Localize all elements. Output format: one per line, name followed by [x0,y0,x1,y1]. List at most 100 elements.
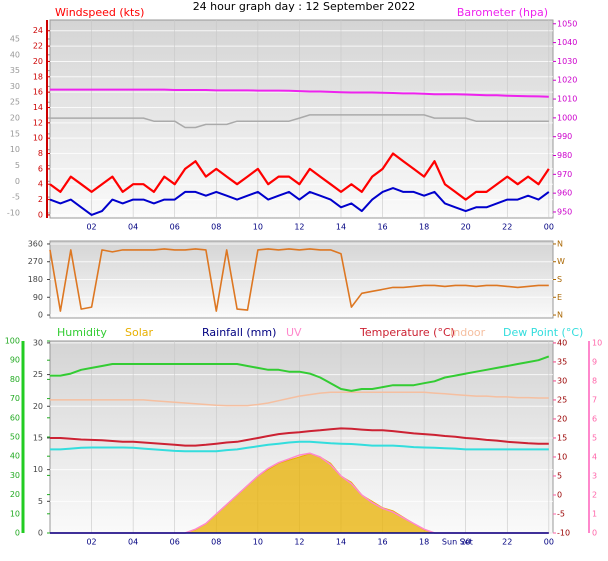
y-tick-label: 20 [33,57,43,66]
y-tick-label: 0 [38,529,43,538]
y3-tick-label: 50 [10,433,20,442]
legend-entry: Temperature (°C) [359,326,455,339]
y2-tick-label: 950 [557,207,572,216]
legend-entry: UV [286,326,302,339]
x-tick-label: 14 [336,538,346,547]
y3-tick-label: 5 [15,161,20,170]
x-tick-label: 12 [294,538,304,547]
y3-tick-label: 0 [15,177,20,186]
x-tick-label: 18 [419,538,429,547]
y3-tick-label: 20 [10,114,20,123]
y3-tick-label: 100 [5,337,20,346]
y2-tick-label: E [557,293,562,302]
y-tick-label: 18 [33,72,43,81]
y2-tick-label: 990 [557,132,572,141]
x-tick-label: 06 [170,223,180,232]
x-tick-label: 04 [128,538,138,547]
x-tick-label: 00 [544,538,554,547]
y4-tick-label: 4 [592,452,597,461]
y3-tick-label: 0 [15,529,20,538]
legend-entry: Windspeed (kts) [55,6,144,19]
series-line [50,427,549,447]
series-line [50,114,549,129]
y-tick-label: 10 [33,465,43,474]
y3-tick-label: -5 [12,193,20,202]
y-tick-label: 22 [33,42,43,51]
y4-tick-label: 3 [592,471,597,480]
y-tick-label: 25 [33,370,43,379]
y4-tick-label: 0 [592,529,597,538]
y-tick-label: 5 [38,497,43,506]
y-tick-label: 0 [38,210,43,219]
x-tick-label: 00 [544,223,554,232]
y3-tick-label: 15 [10,129,20,138]
plot-area [49,19,554,219]
legend-entry: Indoor [450,326,486,339]
y4-tick-label: 9 [592,357,597,366]
x-tick-label: 20 [461,223,471,232]
x-tick-label: 10 [253,223,263,232]
annotation: Sun Set [442,538,473,547]
y-tick-label: 14 [33,103,43,112]
y-tick-label: 270 [28,257,43,266]
y-tick-label: 2 [38,195,43,204]
y2-tick-label: 40 [557,338,567,347]
series-line [49,187,550,216]
chart-title: 24 hour graph day : 12 September 2022 [193,0,416,13]
y2-tick-label: 20 [557,414,567,423]
x-tick-label: 22 [502,223,512,232]
y3-tick-label: 40 [10,452,20,461]
x-tick-label: 08 [211,538,221,547]
y3-tick-label: 25 [10,98,20,107]
y4-tick-label: 10 [592,338,602,347]
y-tick-label: 0 [38,311,43,320]
y2-tick-label: 5 [557,471,562,480]
y-tick-label: 8 [38,149,43,158]
y4-tick-label: 7 [592,395,597,404]
series-line [50,355,550,392]
series-line [50,440,549,453]
x-tick-label: 22 [502,538,512,547]
y3-tick-label: 45 [10,34,20,43]
y2-tick-label: 970 [557,170,572,179]
y-tick-label: 4 [38,180,43,189]
y2-tick-label: 35 [557,357,567,366]
y4-tick-label: 6 [592,414,597,423]
y2-tick-label: -5 [557,509,565,518]
y2-tick-label: 0 [557,490,562,499]
y-tick-label: 20 [33,402,43,411]
y4-tick-label: 8 [592,376,597,385]
y3-tick-label: 80 [10,375,20,384]
y-tick-label: 30 [33,338,43,347]
series-line [50,391,549,407]
y2-tick-label: W [557,257,565,266]
x-tick-label: 16 [377,538,387,547]
y3-tick-label: 90 [10,356,20,365]
y-tick-label: 360 [28,239,43,248]
y4-tick-label: 5 [592,433,597,442]
x-tick-label: 12 [294,223,304,232]
y2-tick-label: 10 [557,452,567,461]
legend-entry: Barometer (hpa) [457,6,548,19]
y3-tick-label: 70 [10,394,20,403]
series-line [49,152,550,201]
legend-entry: Rainfall (mm) [202,326,276,339]
x-tick-label: 18 [419,223,429,232]
series-line [49,248,549,312]
x-tick-label: 02 [86,538,96,547]
y2-tick-label: N [557,311,563,320]
y-tick-label: 10 [33,134,43,143]
x-tick-label: 10 [253,538,263,547]
y3-tick-label: 40 [10,50,20,59]
y2-tick-label: N [557,239,563,248]
y2-tick-label: 15 [557,433,567,442]
y3-tick-label: 30 [10,471,20,480]
y2-tick-label: 1030 [557,57,577,66]
x-tick-label: 02 [86,223,96,232]
y3-tick-label: -10 [7,208,20,217]
y2-tick-label: 1040 [557,38,577,47]
y4-tick-label: 1 [592,509,597,518]
legend-entry: Humidity [57,326,107,339]
